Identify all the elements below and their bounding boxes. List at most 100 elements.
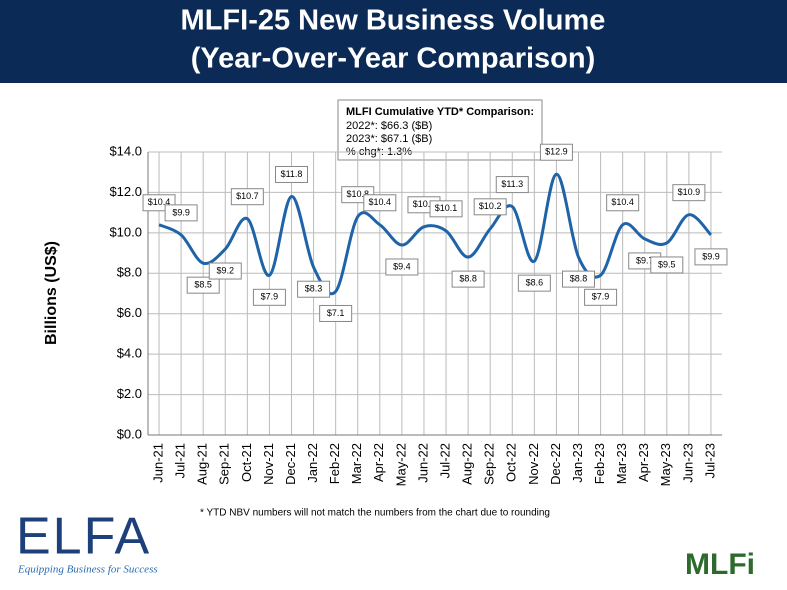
data-label-box [562,270,595,288]
y-tick-label: $2.0 [117,386,142,401]
data-label: $8.8 [570,273,588,283]
data-label-box [275,165,308,183]
annotation: MLFI Cumulative YTD* Comparison: [346,106,534,118]
data-label-box [319,304,353,322]
data-label-box [230,188,264,206]
data-label-box [252,288,286,306]
x-tick-label: Oct-21 [239,443,254,482]
data-label-box [186,276,220,294]
x-tick-label: Feb-23 [592,443,607,484]
data-label-group: $9.9 [164,204,198,222]
x-tick-label: Jul-22 [437,443,452,478]
x-tick-label: Dec-22 [548,443,563,485]
data-label-box [495,176,529,194]
data-label-group: $10.9 [672,184,706,202]
data-label: $9.5 [658,259,676,269]
data-label-group: $12.9 [539,143,573,161]
data-label-box [429,200,463,218]
data-label: $10.4 [611,197,634,207]
x-tick-label: Nov-22 [526,443,541,485]
data-label-group: $9.4 [385,258,419,276]
data-label-box [584,288,618,306]
x-tick-label: Apr-22 [371,443,386,482]
data-label-group: $10.4 [363,194,397,212]
x-tick-label: Sep-22 [482,443,497,485]
data-label-box [694,248,728,266]
mlfi-logo: MLFi [685,548,755,581]
x-tick-label: Aug-21 [195,443,210,485]
data-label: $9.2 [217,265,235,275]
data-label: $9.7 [636,255,654,265]
data-label-group: $9.2 [208,262,242,280]
data-label: $8.6 [526,278,544,288]
y-tick-label: $12.0 [109,184,142,199]
data-label: $7.1 [327,308,345,318]
data-label: $7.9 [592,292,610,302]
data-label-box [164,204,198,222]
data-label: $12.9 [545,147,568,157]
data-label: $9.9 [702,251,720,261]
data-label-group: $11.3 [495,176,529,194]
header-band [0,0,787,83]
data-label-box [517,274,551,292]
data-label: $10.3 [413,199,436,209]
data-label: $10.9 [678,187,701,197]
data-label: $10.4 [148,197,171,207]
data-label-group: $10.4 [606,194,640,212]
data-label: $10.7 [236,191,259,201]
y-axis-label: Billions (US$) [43,241,60,345]
x-tick-label: Apr-23 [636,443,651,482]
data-label-box [297,280,331,298]
data-label: $8.3 [305,284,323,294]
x-tick-label: Jul-21 [173,443,188,478]
x-tick-label: Jun-22 [415,443,430,483]
x-tick-label: Jun-23 [680,443,695,483]
x-tick-label: Jan-22 [305,443,320,483]
chart-subtitle: (Year-Over-Year Comparison) [191,43,596,75]
data-label-group: $7.9 [584,288,618,306]
x-tick-label: Oct-22 [504,443,519,482]
data-label: $10.8 [346,189,369,199]
data-label: $7.9 [261,292,279,302]
data-label-box [473,198,507,216]
elfa-logo: ELFA [16,508,151,566]
data-label: $8.8 [459,273,477,283]
x-tick-label: Sep-21 [217,443,232,485]
y-tick-label: $0.0 [117,426,142,441]
data-label-group: $8.8 [562,270,595,288]
x-tick-label: Mar-23 [614,443,629,484]
data-label-group: $9.9 [694,248,728,266]
annotation: 2022*: $66.3 ($B) [346,120,432,132]
annotation: 2023*: $67.1 ($B) [346,133,432,145]
data-label-box [650,256,684,274]
x-tick-label: Dec-21 [283,443,298,485]
data-label-box [672,184,706,202]
data-label-group: $7.9 [252,288,286,306]
y-tick-label: $6.0 [117,305,142,320]
data-label: $11.8 [281,169,303,179]
x-tick-label: May-23 [658,443,673,486]
data-label-group: $7.1 [319,304,353,322]
data-label-group: $10.7 [230,188,264,206]
data-label-group: $8.8 [451,270,485,288]
data-label-group: $11.8 [275,165,308,183]
annotation-box [337,99,543,161]
data-label-group: $8.5 [186,276,220,294]
data-label-box [363,194,397,212]
y-tick-label: $14.0 [109,143,142,158]
x-tick-label: Feb-22 [327,443,342,484]
data-label-box [539,143,573,161]
x-tick-label: Jul-23 [702,443,717,478]
data-label-group: $9.5 [650,256,684,274]
x-tick-label: May-22 [393,443,408,486]
data-label-box [385,258,419,276]
data-label: $9.9 [172,207,190,217]
x-tick-label: Nov-21 [261,443,276,485]
data-label-group: $8.3 [297,280,331,298]
x-tick-label: Jun-21 [150,443,165,483]
y-tick-label: $8.0 [117,265,142,280]
data-label-box [606,194,640,212]
footnote: * YTD NBV numbers will not match the num… [200,508,550,519]
data-label-box [451,270,485,288]
